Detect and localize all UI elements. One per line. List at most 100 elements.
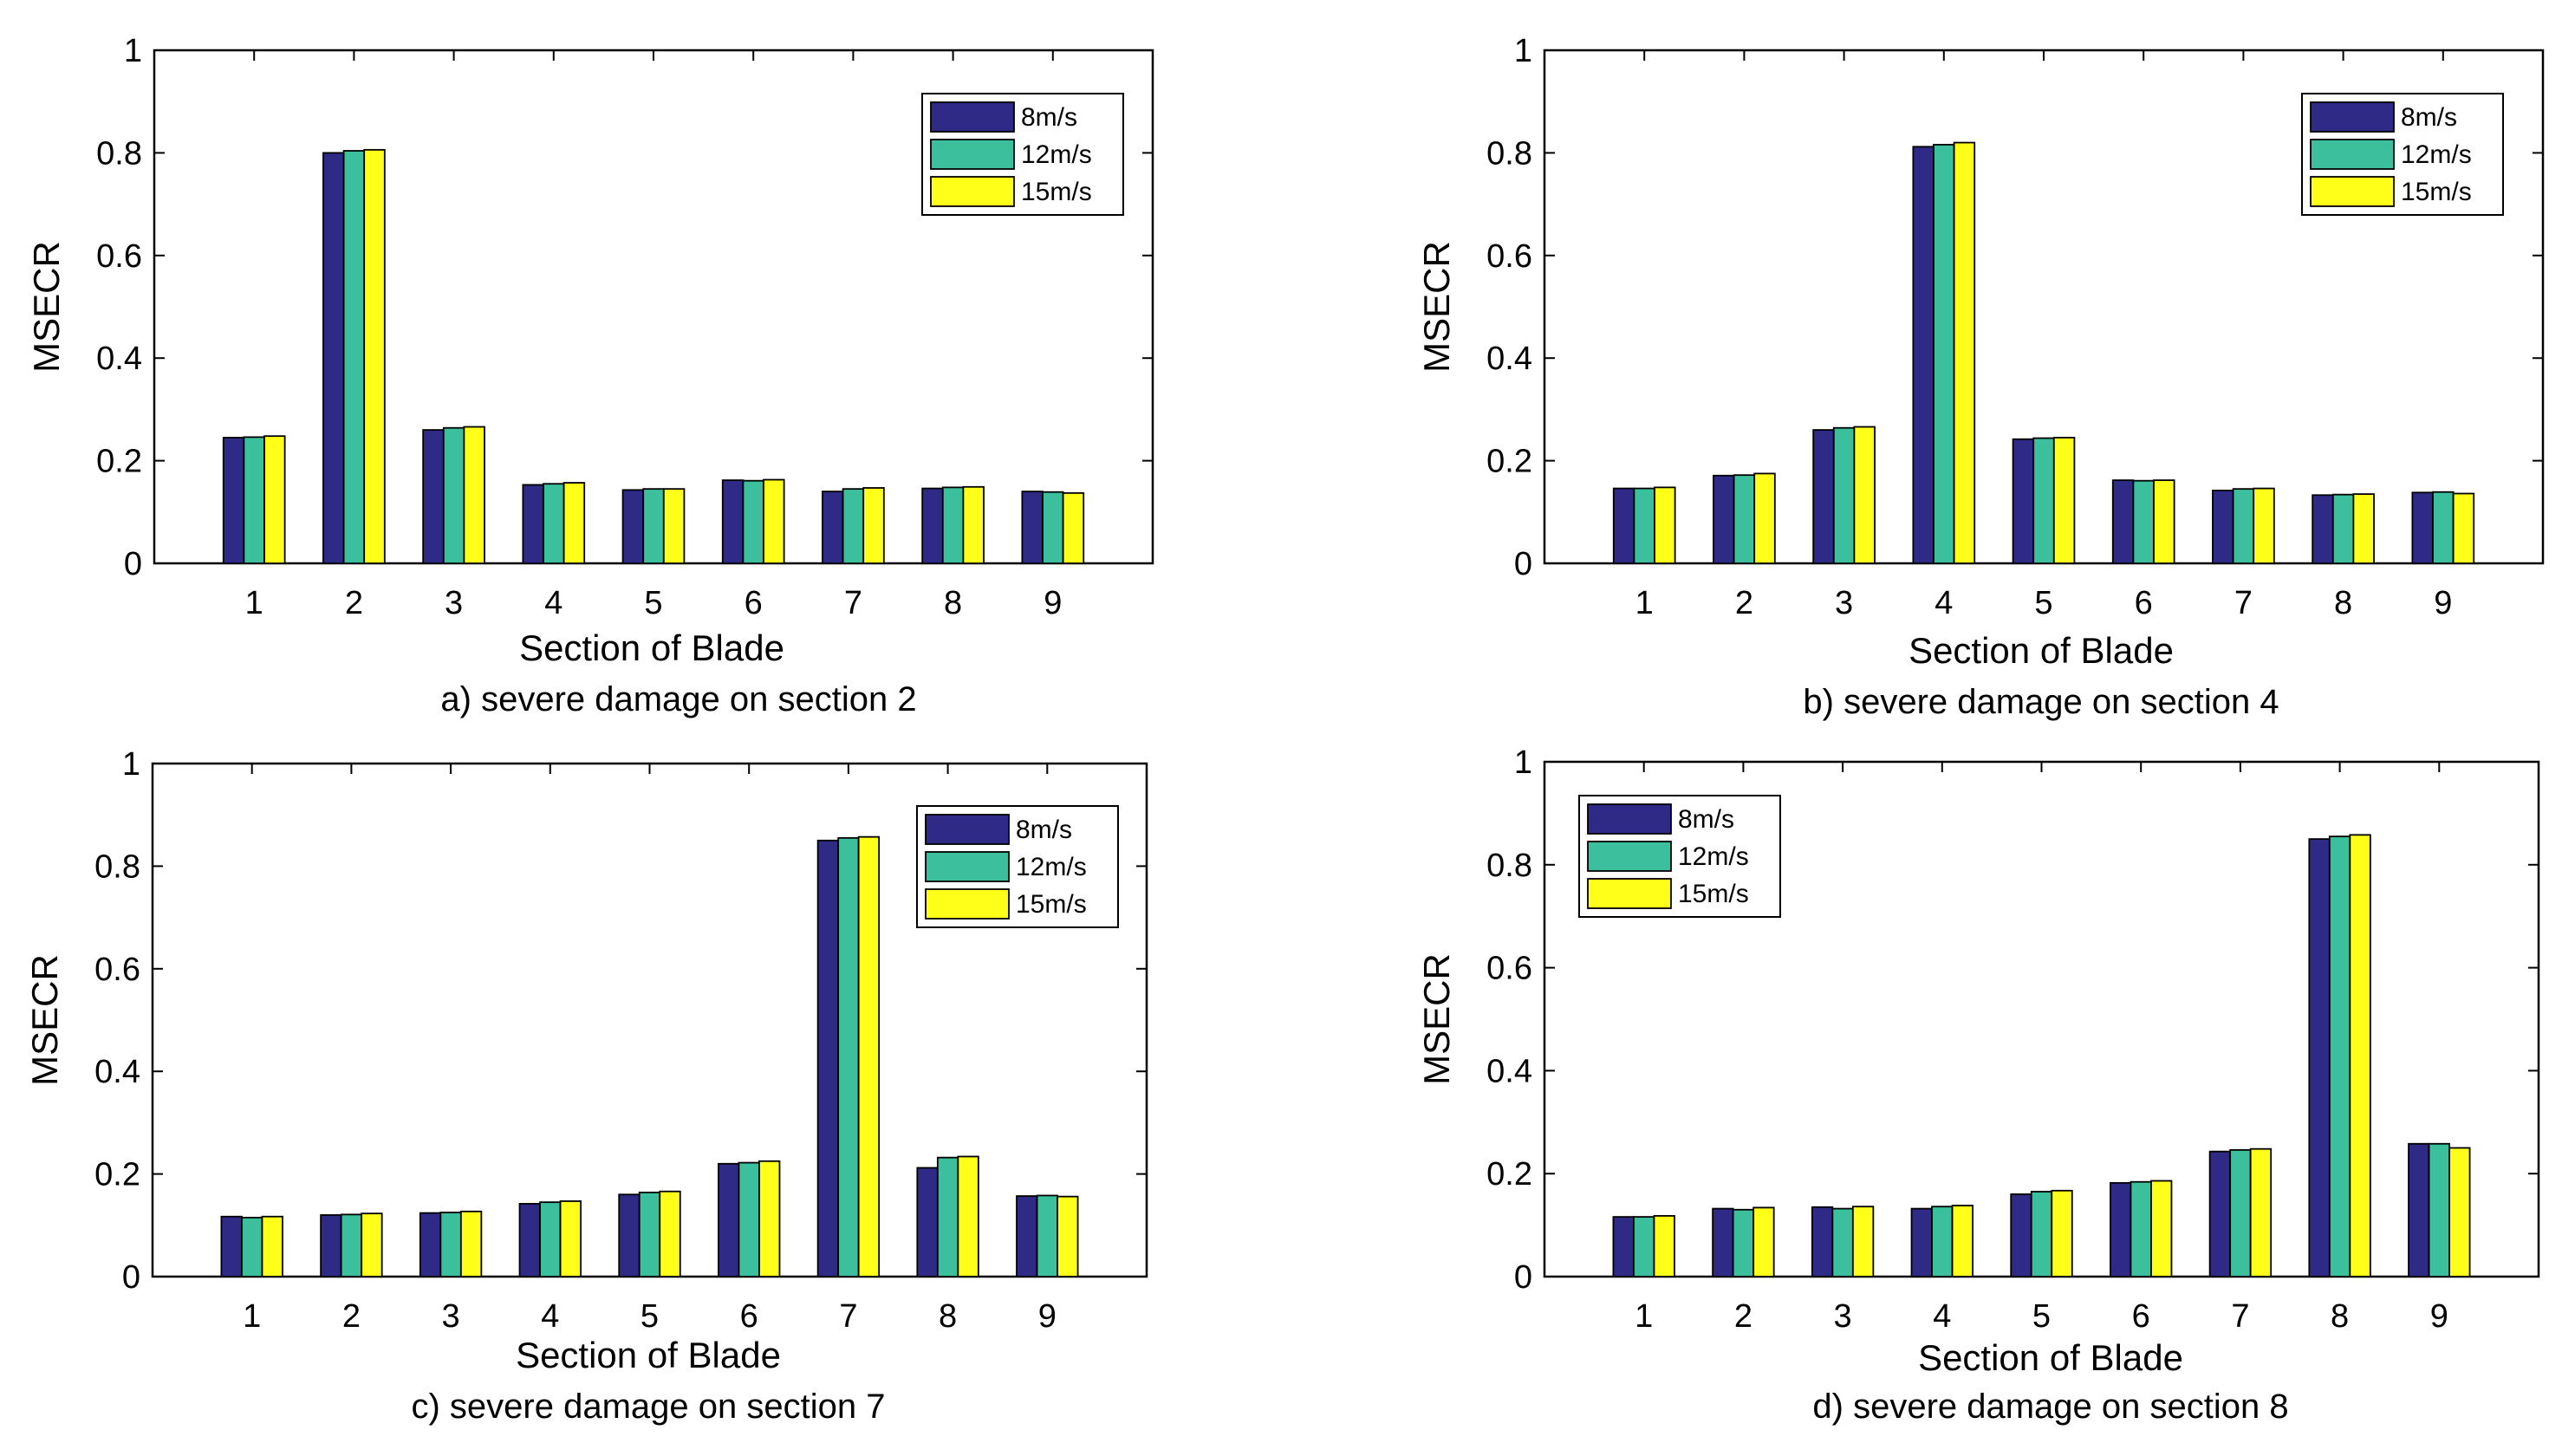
y-tick-label: 0 [124, 546, 142, 582]
x-tick-label: 9 [1044, 585, 1062, 621]
bar-12m-s-section-6 [738, 1161, 760, 1277]
legend-label: 12m/s [2401, 140, 2472, 169]
y-tick-label: 0.6 [1486, 951, 1532, 987]
y-tick-label: 0.6 [94, 952, 140, 988]
panel-caption: b) severe damage on section 4 [1803, 683, 2279, 721]
bar-15m-s-section-1 [1654, 486, 1676, 564]
panel-caption: a) severe damage on section 2 [440, 680, 916, 718]
x-tick-label: 4 [541, 1298, 559, 1335]
bar-12m-s-section-1 [241, 1217, 263, 1277]
bar-12m-s-section-6 [2130, 1180, 2152, 1277]
bar-15m-s-section-5 [662, 488, 686, 564]
x-tick-label: 5 [2032, 1298, 2051, 1335]
bar-12m-s-section-3 [1831, 1207, 1854, 1277]
x-tick-label: 2 [342, 1298, 361, 1335]
legend-label: 15m/s [2401, 178, 2472, 206]
bar-15m-s-section-4 [559, 1200, 582, 1277]
bar-12m-s-section-2 [342, 150, 366, 564]
y-tick-label: 0.8 [96, 135, 142, 172]
x-tick-label: 3 [1834, 1298, 1852, 1335]
legend-label: 15m/s [1678, 880, 1749, 908]
bar-8m-s-section-6 [721, 479, 745, 564]
bar-15m-s-section-6 [2153, 479, 2175, 564]
x-tick-label: 8 [939, 1298, 957, 1335]
x-axis-label: Section of Blade [1918, 1337, 2183, 1378]
bar-15m-s-section-3 [1853, 426, 1876, 564]
bar-12m-s-section-8 [2331, 493, 2355, 564]
bar-12m-s-section-8 [941, 486, 965, 564]
legend-label: 8m/s [1016, 816, 1072, 844]
y-axis-label: MSECR [1416, 241, 1457, 373]
bar-8m-s-section-1 [220, 1215, 243, 1277]
y-tick-label: 1 [1514, 744, 1532, 781]
bar-15m-s-section-7 [2253, 487, 2275, 564]
bar-8m-s-section-3 [1812, 429, 1835, 564]
y-axis-label: MSECR [24, 954, 65, 1086]
bar-15m-s-section-7 [857, 835, 881, 1277]
legend: 8m/s 12m/s 15m/s [921, 93, 1124, 216]
x-tick-label: 5 [2034, 585, 2052, 621]
bar-15m-s-section-9 [1057, 1195, 1079, 1277]
bar-8m-s-section-7 [2212, 490, 2234, 564]
x-tick-label: 4 [544, 585, 562, 621]
bar-15m-s-section-3 [1851, 1206, 1875, 1277]
legend-label: 15m/s [1016, 890, 1087, 919]
x-tick-label: 8 [2331, 1298, 2349, 1335]
bar-8m-s-section-4 [518, 1203, 541, 1277]
bar-12m-s-section-4 [543, 483, 565, 564]
x-tick-label: 6 [745, 585, 763, 621]
legend-swatch [925, 888, 1010, 920]
x-tick-label: 6 [2135, 585, 2153, 621]
y-tick-label: 0 [1514, 1259, 1532, 1296]
x-tick-label: 9 [2434, 585, 2452, 621]
bar-8m-s-section-7 [822, 491, 844, 564]
x-tick-label: 3 [445, 585, 463, 621]
bar-8m-s-section-4 [522, 484, 544, 564]
x-tick-label: 6 [2132, 1298, 2150, 1335]
bar-8m-s-section-4 [1912, 146, 1935, 564]
bar-15m-s-section-3 [463, 426, 485, 564]
bar-12m-s-section-1 [243, 436, 265, 564]
x-tick-label: 7 [2234, 585, 2253, 621]
legend-label: 12m/s [1021, 140, 1092, 169]
bar-12m-s-section-5 [642, 488, 665, 564]
x-tick-label: 3 [1835, 585, 1853, 621]
panel-caption: d) severe damage on section 8 [1812, 1388, 2288, 1426]
y-axis-label: MSECR [26, 241, 67, 373]
legend-swatch [1587, 878, 1672, 909]
legend-label: 8m/s [2401, 103, 2457, 132]
legend-label: 15m/s [1021, 178, 1092, 206]
bar-8m-s-section-7 [816, 839, 840, 1277]
x-tick-label: 4 [1933, 1298, 1951, 1335]
chart-panel-2: 0 0.2 0.4 0.6 0.8 1 1 2 3 4 5 6 7 8 9 Section of Blade M… [1416, 33, 2545, 721]
bar-15m-s-section-2 [361, 1212, 383, 1277]
bar-15m-s-section-5 [659, 1190, 681, 1277]
bar-12m-s-section-2 [340, 1213, 363, 1277]
bar-12m-s-section-5 [2030, 1191, 2053, 1277]
x-tick-label: 7 [844, 585, 862, 621]
y-tick-label: 0.8 [1486, 135, 1532, 172]
bar-12m-s-section-3 [1832, 426, 1856, 564]
y-tick-label: 0.8 [94, 848, 140, 885]
legend-swatch [2310, 176, 2395, 207]
bar-12m-s-section-1 [1633, 1216, 1655, 1277]
bar-12m-s-section-4 [1933, 144, 1955, 564]
bar-15m-s-section-8 [957, 1155, 979, 1277]
x-axis-label: Section of Blade [519, 627, 784, 668]
x-tick-label: 8 [944, 585, 962, 621]
bar-12m-s-section-5 [638, 1192, 661, 1277]
legend-swatch [925, 851, 1010, 882]
bar-15m-s-section-4 [1951, 1205, 1974, 1277]
y-tick-label: 0.4 [94, 1054, 140, 1090]
chart-panel-3: 0 0.2 0.4 0.6 0.8 1 1 2 3 4 5 6 7 8 9 Section of Blade M… [24, 746, 1148, 1426]
bar-12m-s-section-6 [2132, 479, 2155, 564]
x-tick-label: 1 [243, 1298, 261, 1335]
legend: 8m/s 12m/s 15m/s [1578, 795, 1781, 918]
legend-swatch [2310, 139, 2395, 170]
x-tick-label: 6 [740, 1298, 758, 1335]
panel-caption: c) severe damage on section 7 [412, 1388, 886, 1426]
legend-label: 12m/s [1016, 853, 1087, 881]
chart-panel-1: 0 0.2 0.4 0.6 0.8 1 1 2 3 4 5 6 7 8 9 Section of Blade M… [26, 33, 1154, 718]
y-tick-label: 0.4 [96, 341, 142, 377]
bar-8m-s-section-5 [618, 1193, 640, 1277]
